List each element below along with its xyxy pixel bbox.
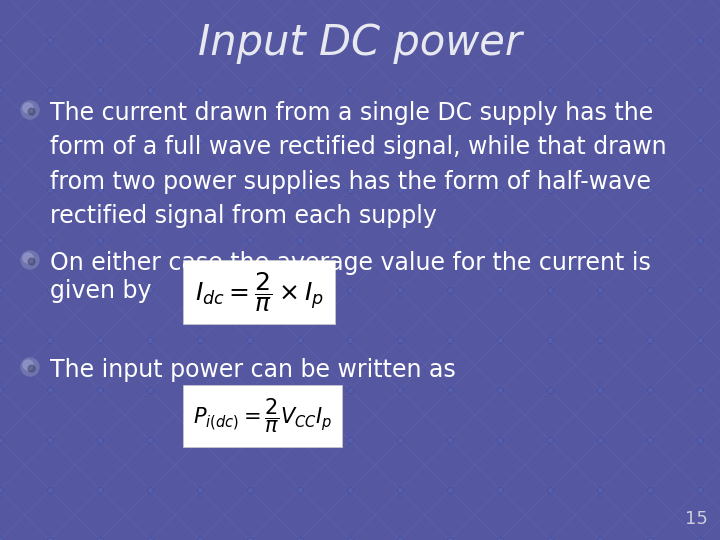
Circle shape (23, 360, 33, 370)
Circle shape (28, 108, 35, 115)
Circle shape (21, 251, 39, 269)
Text: On either case the average value for the current is: On either case the average value for the… (50, 251, 651, 275)
FancyBboxPatch shape (183, 260, 335, 324)
Text: The current drawn from a single DC supply has the
form of a full wave rectified : The current drawn from a single DC suppl… (50, 101, 667, 228)
Text: The input power can be written as: The input power can be written as (50, 358, 456, 382)
Circle shape (28, 365, 35, 372)
Text: 15: 15 (685, 510, 708, 528)
Text: given by: given by (50, 279, 151, 303)
Circle shape (28, 258, 35, 265)
Text: $P_{i(dc)} = \dfrac{2}{\pi} V_{CC} I_p$: $P_{i(dc)} = \dfrac{2}{\pi} V_{CC} I_p$ (193, 397, 332, 435)
Circle shape (21, 358, 39, 376)
Circle shape (23, 253, 33, 263)
Circle shape (21, 101, 39, 119)
Circle shape (23, 103, 33, 113)
FancyBboxPatch shape (183, 385, 342, 447)
Text: $I_{dc} = \dfrac{2}{\pi} \times I_p$: $I_{dc} = \dfrac{2}{\pi} \times I_p$ (194, 270, 323, 314)
Text: Input DC power: Input DC power (198, 22, 522, 64)
